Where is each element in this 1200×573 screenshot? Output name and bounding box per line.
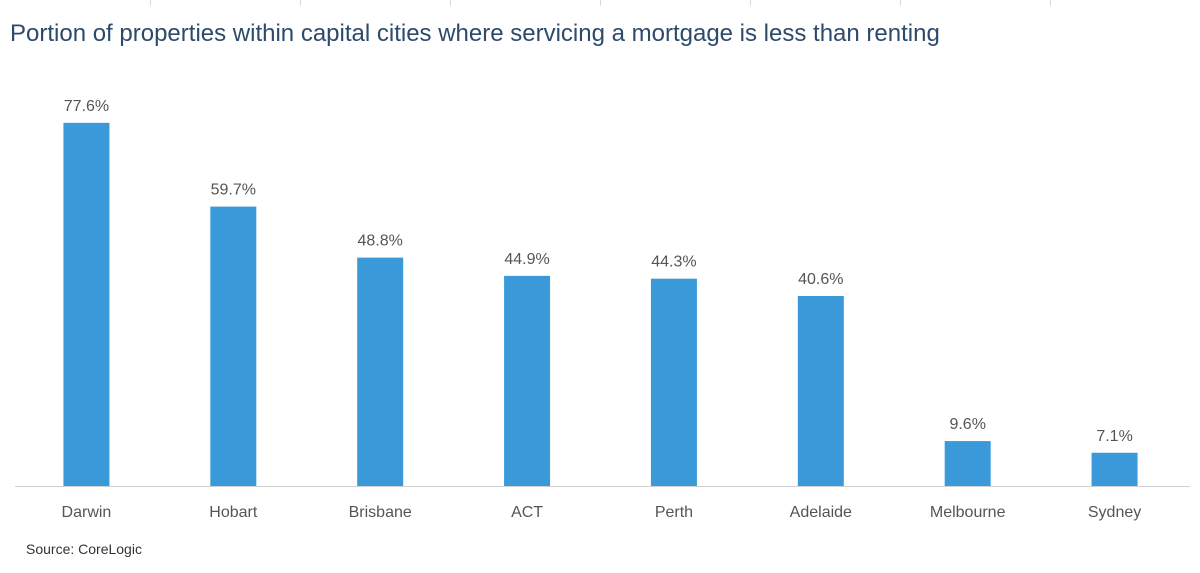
x-tick-label-hobart: Hobart xyxy=(209,504,258,521)
data-label-sydney: 7.1% xyxy=(1096,428,1132,445)
x-tick-label-brisbane: Brisbane xyxy=(349,504,412,521)
x-tick-label-darwin: Darwin xyxy=(62,504,112,521)
top-divider-2 xyxy=(300,0,301,6)
data-label-darwin: 77.6% xyxy=(64,98,109,115)
bar-brisbane xyxy=(357,257,404,486)
top-divider-1 xyxy=(150,0,151,6)
bar-sydney xyxy=(1091,452,1138,486)
chart-source: Source: CoreLogic xyxy=(26,541,142,557)
chart-title: Portion of properties within capital cit… xyxy=(10,20,940,47)
data-labels-layer: 77.6% 59.7% 48.8% 44.9% 44.3% 40.6% 9.6% 7.1% xyxy=(64,98,1133,445)
top-divider-3 xyxy=(450,0,451,6)
x-tick-label-act: ACT xyxy=(511,504,543,521)
x-tick-label-perth: Perth xyxy=(655,504,693,521)
bar-melbourne xyxy=(944,441,991,486)
data-label-adelaide: 40.6% xyxy=(798,271,843,288)
x-tick-label-melbourne: Melbourne xyxy=(930,504,1006,521)
bar-perth xyxy=(650,278,697,486)
bar-adelaide xyxy=(797,295,844,486)
x-tick-labels-layer: Darwin Hobart Brisbane ACT Perth Adelaide Melb… xyxy=(62,504,1142,521)
top-divider-6 xyxy=(900,0,901,6)
bar-hobart xyxy=(210,206,257,486)
x-tick-label-sydney: Sydney xyxy=(1088,504,1141,521)
data-label-hobart: 59.7% xyxy=(211,182,256,199)
data-label-act: 44.9% xyxy=(504,251,549,268)
top-divider-5 xyxy=(750,0,751,6)
top-divider-7 xyxy=(1050,0,1051,6)
bar-act xyxy=(504,275,551,486)
x-tick-label-adelaide: Adelaide xyxy=(790,504,852,521)
bars-layer xyxy=(63,122,1138,486)
data-label-perth: 44.3% xyxy=(651,254,696,271)
data-label-brisbane: 48.8% xyxy=(358,233,403,250)
top-divider-4 xyxy=(600,0,601,6)
bar-darwin xyxy=(63,122,110,486)
data-label-melbourne: 9.6% xyxy=(949,416,985,433)
